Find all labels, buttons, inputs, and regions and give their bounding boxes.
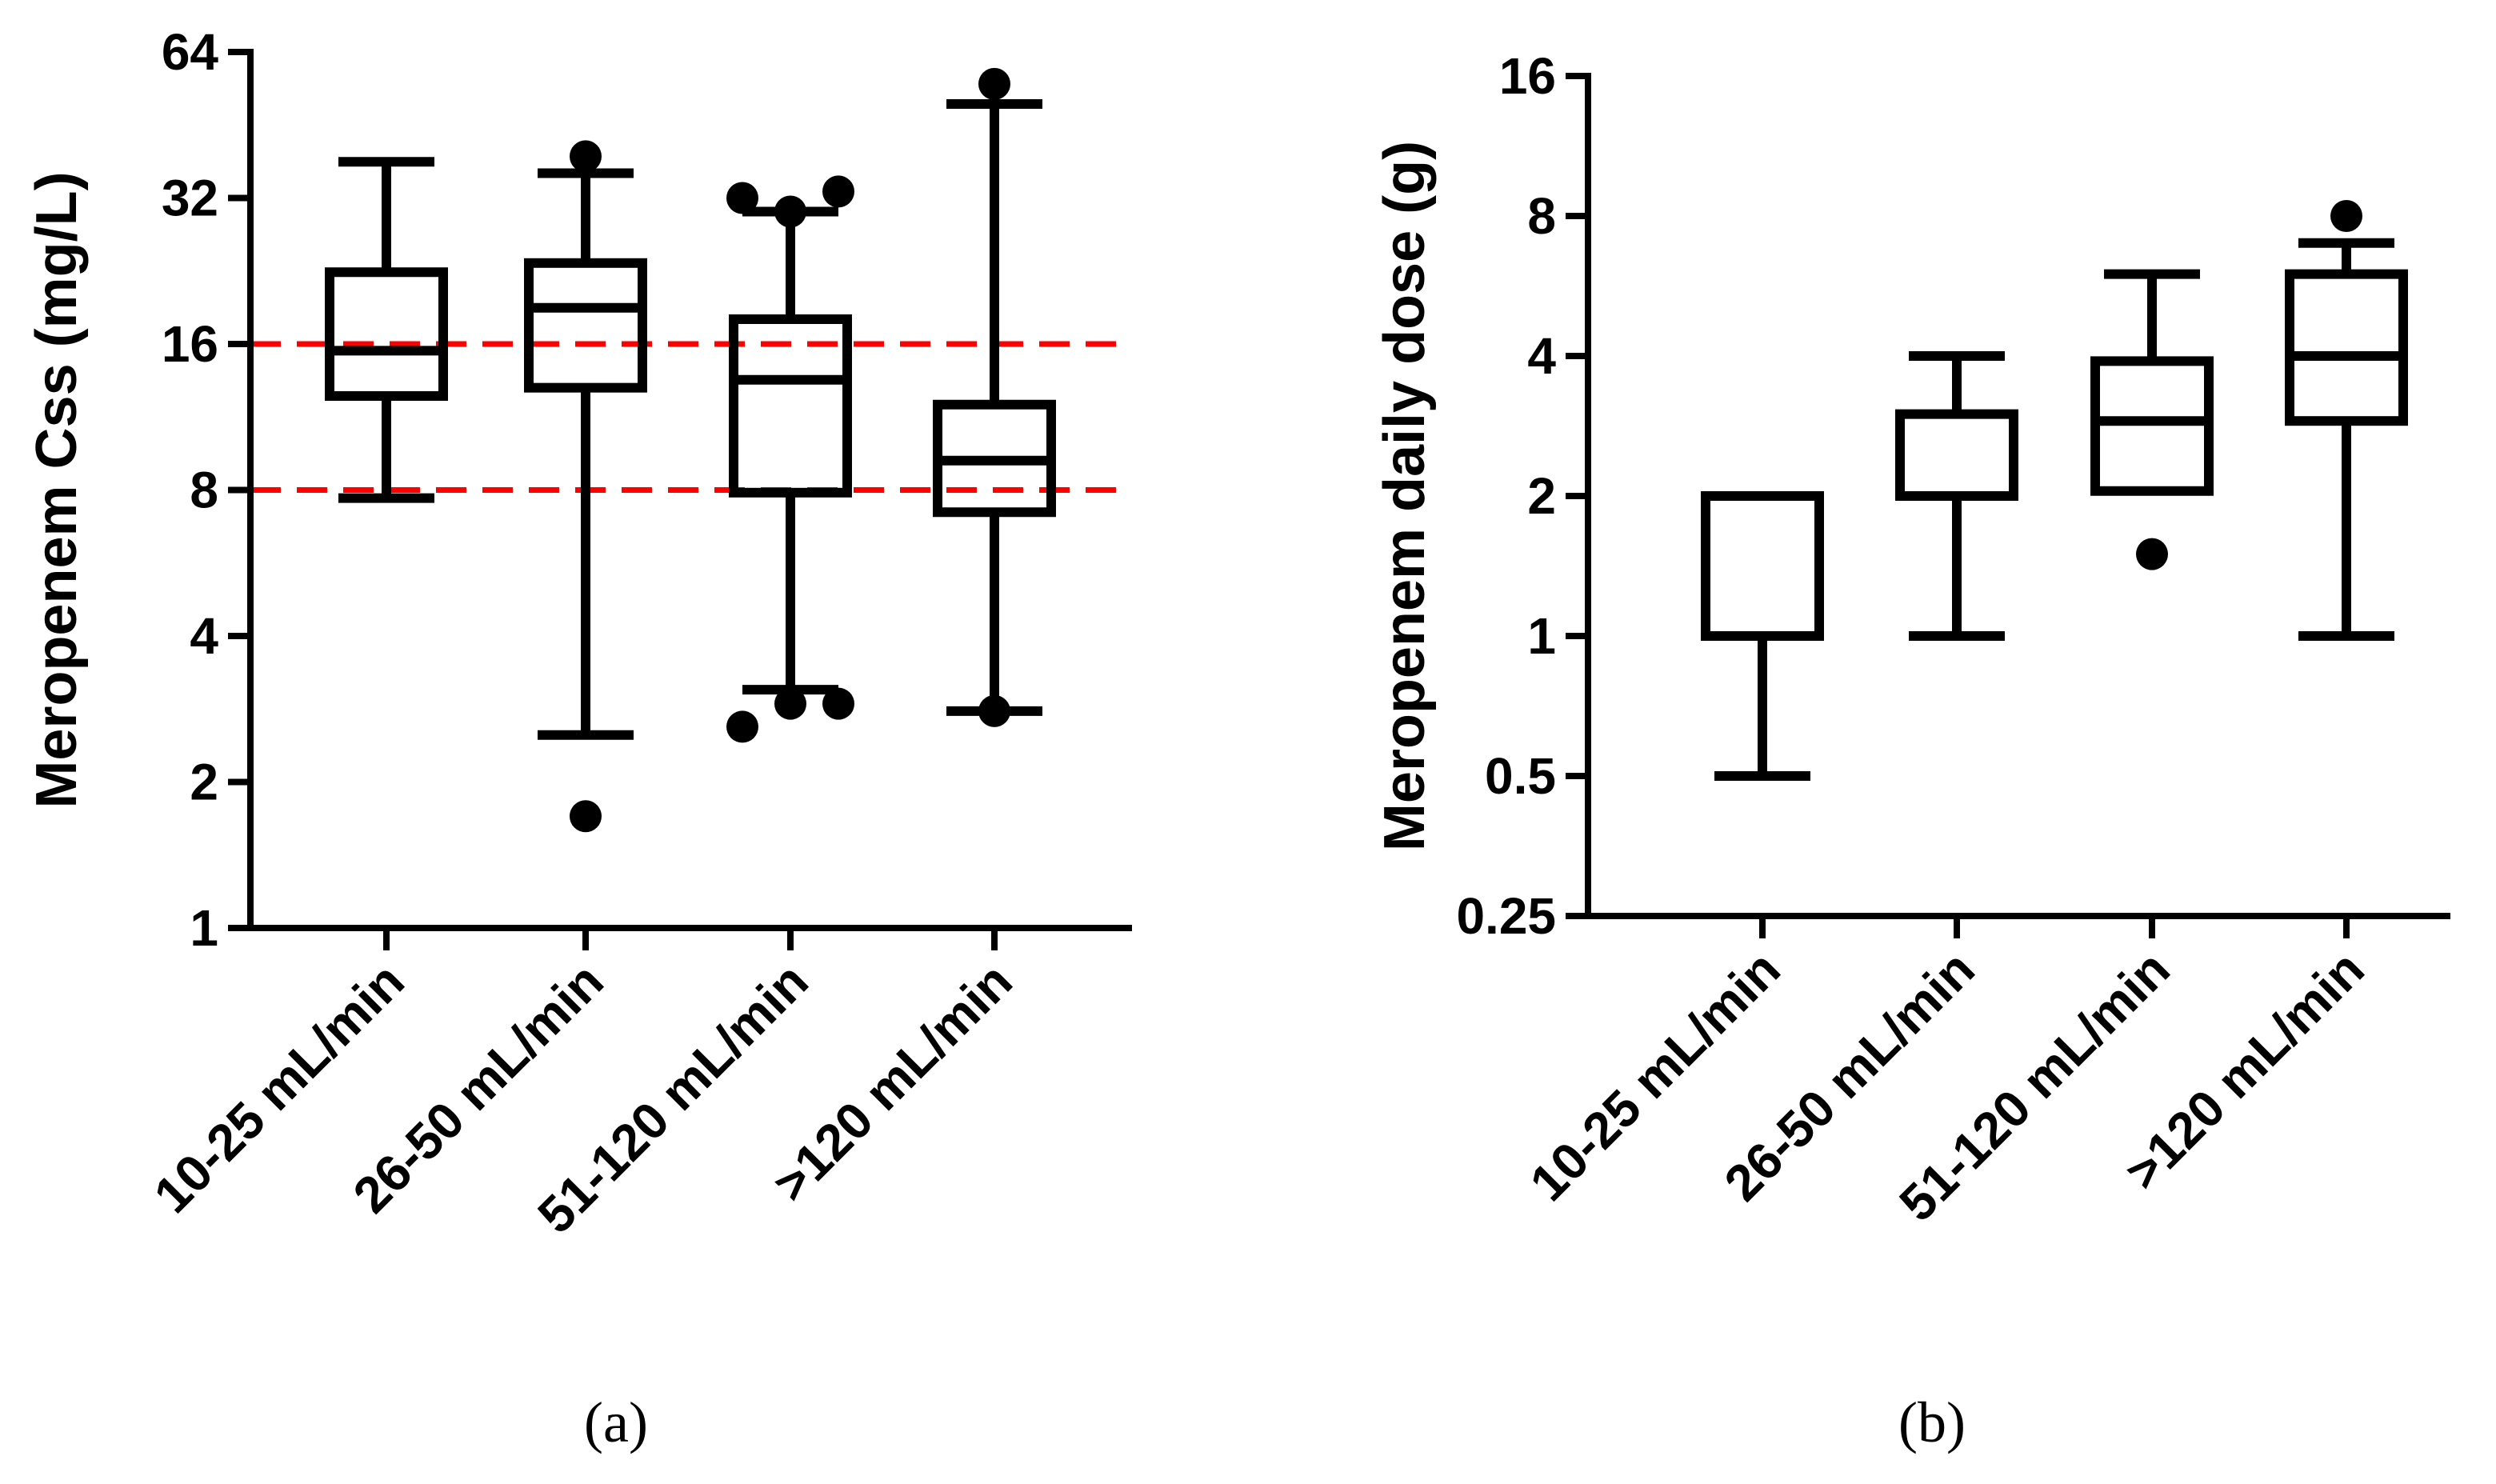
outlier-point (822, 175, 854, 208)
outlier-point (774, 195, 806, 228)
box-plot (524, 140, 647, 833)
box-plot (2285, 200, 2408, 641)
y-tick-label: 64 (162, 23, 219, 81)
iqr-box (524, 258, 647, 393)
box-plot (1895, 351, 2018, 641)
iqr-box (729, 314, 852, 498)
outlier-point (978, 67, 1010, 100)
y-axis-title: Meropenem Css (mg/L) (25, 171, 89, 808)
y-tick-label: 16 (1499, 47, 1556, 105)
y-tick-label: 2 (1527, 467, 1556, 525)
y-tick-label: 0.25 (1456, 887, 1556, 945)
y-tick-label: 32 (162, 170, 218, 227)
panel-label: (a) (584, 1390, 648, 1454)
y-axis-title: Meropenem daily dose (g) (1373, 141, 1437, 851)
iqr-box (325, 267, 448, 401)
y-tick-label: 16 (162, 315, 218, 373)
box-plot (2090, 269, 2214, 570)
outlier-point (570, 800, 602, 833)
iqr-box (1701, 491, 1824, 641)
outlier-point (978, 694, 1010, 727)
outlier-point (774, 687, 806, 720)
box-plot (325, 157, 448, 503)
outlier-point (2136, 538, 2168, 570)
y-tick-label: 0.5 (1485, 747, 1556, 805)
y-tick-label: 4 (190, 607, 218, 665)
outlier-point (822, 687, 854, 720)
box-plot (933, 67, 1056, 727)
outlier-point (726, 710, 758, 743)
y-tick-label: 1 (190, 899, 218, 957)
y-tick-label: 8 (1527, 187, 1556, 245)
outlier-point (726, 182, 758, 214)
iqr-box (1895, 409, 2018, 502)
iqr-box (2285, 269, 2408, 426)
y-tick-label: 1 (1527, 607, 1556, 665)
y-tick-label: 4 (1527, 327, 1556, 385)
outlier-point (2330, 200, 2362, 232)
panel-label: (b) (1898, 1390, 1966, 1454)
box-plot (726, 175, 854, 743)
y-tick-label: 2 (190, 754, 218, 811)
outlier-point (570, 140, 602, 173)
box-plot (1701, 491, 1824, 781)
y-tick-label: 8 (190, 462, 218, 519)
iqr-box (2090, 356, 2214, 496)
